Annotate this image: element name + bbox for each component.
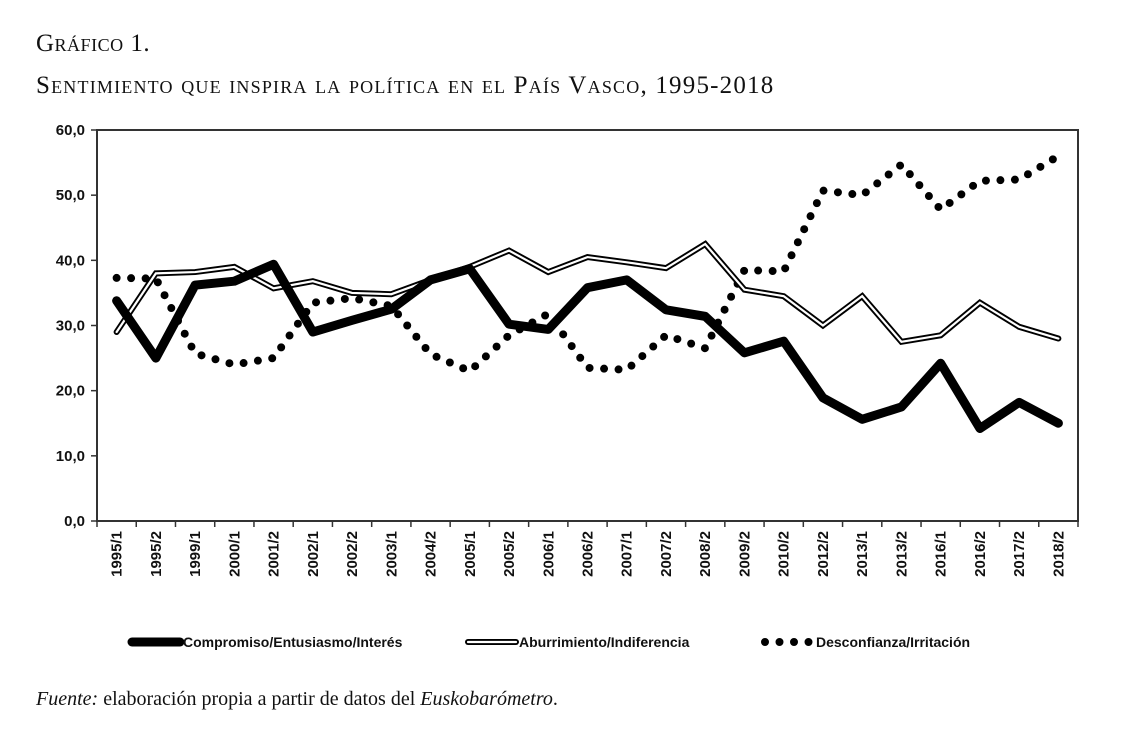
x-tick-label: 2004/2 (423, 531, 440, 577)
x-tick-label: 1999/1 (187, 531, 204, 577)
x-tick-label: 1995/1 (109, 531, 126, 577)
x-tick-label: 2001/2 (266, 531, 283, 577)
source-note: Fuente: elaboración propia a partir de d… (36, 688, 558, 711)
y-tick-label: 50,0 (56, 187, 85, 204)
y-tick-label: 10,0 (56, 448, 85, 465)
legend-label: Compromiso/Entusiasmo/Interés (183, 634, 403, 650)
y-tick-label: 30,0 (56, 318, 85, 335)
x-tick-label: 2000/1 (226, 531, 243, 577)
y-tick-label: 60,0 (56, 122, 85, 139)
x-tick-label: 2010/2 (776, 531, 793, 577)
x-tick-label: 1995/2 (148, 531, 165, 577)
figure-label: Gráfico 1. (36, 30, 151, 57)
source-suffix: . (552, 688, 558, 710)
x-tick-label: 2006/2 (580, 531, 597, 577)
x-tick-label: 2016/1 (933, 531, 950, 577)
x-tick-label: 2018/2 (1050, 531, 1067, 577)
x-tick-label: 2002/2 (344, 531, 361, 577)
series-line-0 (112, 259, 1063, 433)
y-tick-label: 0,0 (64, 513, 85, 530)
x-tick-label: 2003/1 (383, 531, 400, 577)
x-tick-label: 2006/1 (540, 531, 557, 577)
y-tick-label: 40,0 (56, 252, 85, 269)
source-italic: Euskobarómetro (420, 688, 553, 710)
series-line-1-inner (115, 242, 1060, 343)
x-tick-label: 2007/1 (619, 531, 636, 577)
plot-frame (96, 129, 1079, 522)
x-tick-label: 2005/2 (501, 531, 518, 577)
x-tick-label: 2009/2 (736, 531, 753, 577)
x-tick-label: 2008/2 (697, 531, 714, 577)
x-tick-label: 2013/1 (854, 531, 871, 577)
series-line-2 (112, 152, 1063, 376)
legend-label: Aburrimiento/Indiferencia (519, 634, 690, 650)
x-tick-label: 2013/2 (893, 531, 910, 577)
x-tick-label: 2016/2 (972, 531, 989, 577)
x-tick-label: 2012/2 (815, 531, 832, 577)
x-tick-label: 2005/1 (462, 531, 479, 577)
legend-label: Desconfianza/Irritación (816, 634, 970, 650)
x-tick-label: 2017/2 (1011, 531, 1028, 577)
source-prefix: Fuente: (36, 688, 99, 710)
x-tick-label: 2002/1 (305, 531, 322, 577)
chart-title: Sentimiento que inspira la política en e… (36, 72, 775, 99)
source-text: elaboración propia a partir de datos del (98, 688, 421, 710)
x-tick-label: 2007/2 (658, 531, 675, 577)
y-tick-label: 20,0 (56, 383, 85, 400)
